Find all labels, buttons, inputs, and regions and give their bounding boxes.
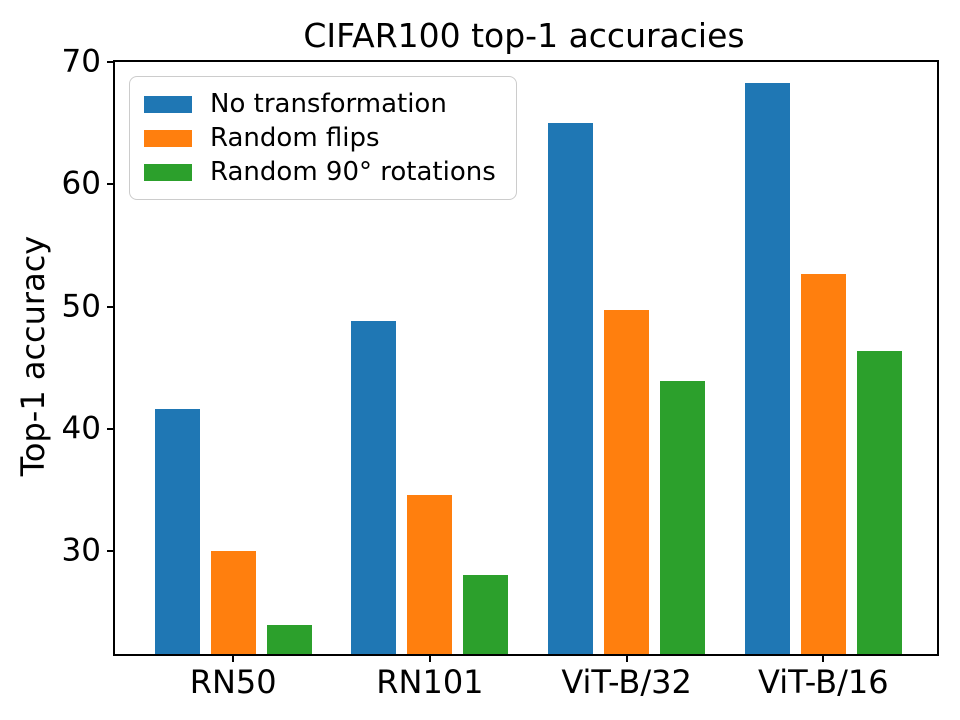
y-axis-label: Top-1 accuracy [14, 235, 52, 477]
y-tick-mark [107, 183, 115, 186]
bar-ViT-B/16-Random 90° rotations [856, 350, 902, 654]
legend-item: Random 90° rotations [144, 155, 496, 189]
y-tick-mark [107, 61, 115, 63]
y-tick-mark [107, 427, 115, 430]
x-tick-label: ViT-B/32 [561, 663, 692, 701]
bar-RN101-No transformation [351, 321, 397, 654]
bar-RN101-Random 90° rotations [463, 574, 509, 654]
legend: No transformation Random flips Random 90° … [129, 76, 517, 200]
x-tick-label: RN101 [376, 663, 484, 701]
bar-RN50-Random 90° rotations [266, 624, 312, 654]
x-tick-mark [428, 654, 431, 662]
legend-item: Random flips [144, 121, 496, 155]
y-tick-label: 60 [61, 165, 101, 202]
legend-label: No transformation [210, 89, 447, 119]
bar-ViT-B/32-Random 90° rotations [660, 381, 706, 654]
legend-swatch-icon [144, 95, 192, 113]
y-tick-label: 40 [61, 410, 101, 447]
bar-RN50-No transformation [154, 409, 200, 654]
plot-area: 30 40 50 60 70 RN50 RN101 ViT-B/32 ViT-B/16 No … [62, 46, 939, 698]
bar-RN101-Random flips [407, 495, 453, 654]
x-tick-mark [232, 654, 235, 662]
bar-ViT-B/16-Random flips [800, 273, 846, 654]
bar-ViT-B/32-Random flips [604, 310, 650, 654]
legend-swatch-icon [144, 129, 192, 147]
bar-ViT-B/32-No transformation [548, 123, 594, 654]
legend-item: No transformation [144, 87, 496, 121]
x-tick-mark [822, 654, 825, 662]
x-tick-label: ViT-B/16 [758, 663, 889, 701]
chart-title: CIFAR100 top-1 accuracies [303, 16, 745, 55]
y-tick-label: 50 [61, 288, 101, 325]
bar-ViT-B/16-No transformation [744, 82, 790, 654]
y-tick-mark [107, 550, 115, 553]
legend-label: Random flips [210, 123, 380, 153]
y-tick-label: 30 [61, 532, 101, 569]
x-tick-label: RN50 [189, 663, 277, 701]
legend-label: Random 90° rotations [210, 157, 496, 187]
y-tick-mark [107, 305, 115, 308]
x-tick-mark [625, 654, 628, 662]
y-tick-label: 70 [61, 43, 101, 80]
bar-RN50-Random flips [210, 551, 256, 654]
legend-swatch-icon [144, 163, 192, 181]
